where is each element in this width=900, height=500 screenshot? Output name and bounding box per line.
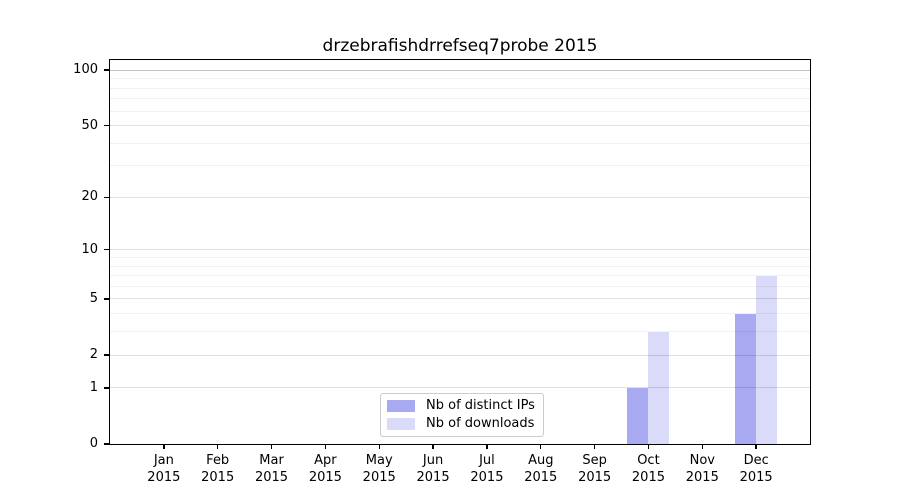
x-tick: [324, 444, 327, 449]
x-tick-year: 2015: [254, 470, 289, 485]
x-tick-month: Aug: [528, 453, 554, 468]
x-tick-label: Dec 2015: [724, 452, 788, 486]
y-tick-label: 1: [89, 379, 98, 395]
gridline-minor: [110, 110, 810, 112]
x-tick: [755, 444, 757, 449]
x-tick-label: Jun 2015: [401, 452, 465, 486]
y-tick-label: 20: [81, 189, 98, 205]
legend-swatch: [387, 417, 415, 430]
x-tick: [701, 444, 703, 449]
plot-area: 0 1 2 5 10 20 50 100 Jan 2015 Feb 2015 Mar 2015 Apr 201…: [73, 60, 810, 485]
x-tick-month: Jul: [479, 453, 495, 468]
gridline-minor: [110, 98, 810, 100]
x-tick-year: 2015: [362, 470, 396, 485]
bar-downloads: [648, 331, 670, 444]
bar-distinct-ips: [735, 313, 757, 444]
x-tick-month: Oct: [637, 453, 660, 468]
x-tick-year: 2015: [147, 470, 181, 485]
x-tick-label: May 2015: [347, 452, 411, 486]
legend-item: Nb of distinct IPs: [387, 398, 535, 413]
x-tick-month: Apr: [314, 453, 337, 468]
gridline: [110, 298, 810, 300]
gridline: [110, 196, 810, 198]
x-tick-month: Feb: [206, 453, 230, 468]
legend-label: Nb of downloads: [426, 416, 535, 431]
x-tick-month: Dec: [743, 453, 769, 468]
y-tick-label: 2: [89, 347, 98, 362]
legend-swatch: [387, 399, 415, 412]
gridline-minor: [110, 142, 810, 144]
x-tick-label: Mar 2015: [240, 452, 304, 486]
x-tick-label: Oct 2015: [616, 452, 680, 486]
legend-item: Nb of downloads: [387, 416, 535, 431]
x-tick: [593, 444, 596, 449]
gridline-minor: [110, 165, 810, 167]
gridline: [110, 249, 810, 251]
x-tick: [270, 444, 273, 449]
x-tick-year: 2015: [739, 470, 773, 485]
legend: Nb of distinct IPs Nb of downloads: [380, 393, 544, 437]
x-tick-label: Feb 2015: [186, 452, 250, 486]
bar-distinct-ips: [627, 387, 649, 444]
x-tick-month: Nov: [689, 453, 715, 468]
gridline-minor: [110, 285, 810, 287]
x-tick: [432, 444, 434, 449]
y-tick-label: 10: [81, 241, 98, 257]
gridline-minor: [110, 331, 810, 333]
x-tick: [163, 444, 165, 449]
x-tick-label: Sep 2015: [563, 452, 627, 486]
gridline-minor: [110, 78, 810, 80]
x-tick-label: Aug 2015: [509, 452, 573, 486]
y-tick: [104, 69, 110, 71]
gridline: [110, 69, 810, 71]
gridline: [110, 387, 810, 389]
x-tick-month: Jan: [153, 453, 174, 468]
y-tick-label: 50: [81, 117, 98, 133]
y-tick-label: 0: [89, 436, 98, 451]
chart-title: drzebrafishdrrefseq7probe 2015: [322, 36, 598, 56]
gridline-minor: [110, 256, 810, 258]
x-tick: [540, 444, 542, 449]
y-tick: [104, 443, 110, 445]
y-tick: [104, 298, 110, 300]
gridline-minor: [110, 313, 810, 315]
x-tick-month: Jun: [422, 453, 444, 468]
y-tick: [104, 249, 110, 251]
x-tick-month: May: [365, 453, 393, 468]
x-tick-year: 2015: [201, 470, 235, 485]
x-tick-label: Jan 2015: [132, 452, 196, 486]
x-tick-label: Nov 2015: [670, 452, 734, 486]
y-tick: [104, 354, 110, 356]
x-tick: [486, 444, 488, 449]
x-tick-month: Mar: [259, 453, 284, 468]
x-tick-year: 2015: [631, 470, 665, 485]
x-tick-month: Sep: [582, 453, 607, 468]
x-tick: [216, 444, 219, 449]
gridline: [110, 354, 810, 356]
x-tick-year: 2015: [470, 470, 504, 485]
y-tick-label: 5: [89, 290, 98, 306]
x-tick-year: 2015: [524, 470, 558, 485]
x-tick-year: 2015: [685, 470, 719, 485]
y-tick: [104, 124, 110, 127]
gridline-minor: [110, 265, 810, 267]
x-tick-year: 2015: [308, 470, 342, 485]
y-tick: [104, 387, 110, 389]
x-tick-year: 2015: [416, 470, 450, 485]
x-tick: [378, 444, 380, 449]
gridline-minor: [110, 275, 810, 277]
gridline: [110, 125, 810, 126]
y-tick: [104, 196, 110, 199]
x-tick-label: Jul 2015: [455, 452, 519, 486]
x-tick-label: Apr 2015: [293, 452, 357, 486]
bar-downloads: [756, 275, 778, 444]
y-tick-label: 100: [73, 62, 98, 78]
x-tick-year: 2015: [578, 470, 612, 485]
gridline-minor: [110, 87, 810, 89]
legend-label: Nb of distinct IPs: [426, 398, 535, 413]
x-tick: [647, 444, 650, 449]
